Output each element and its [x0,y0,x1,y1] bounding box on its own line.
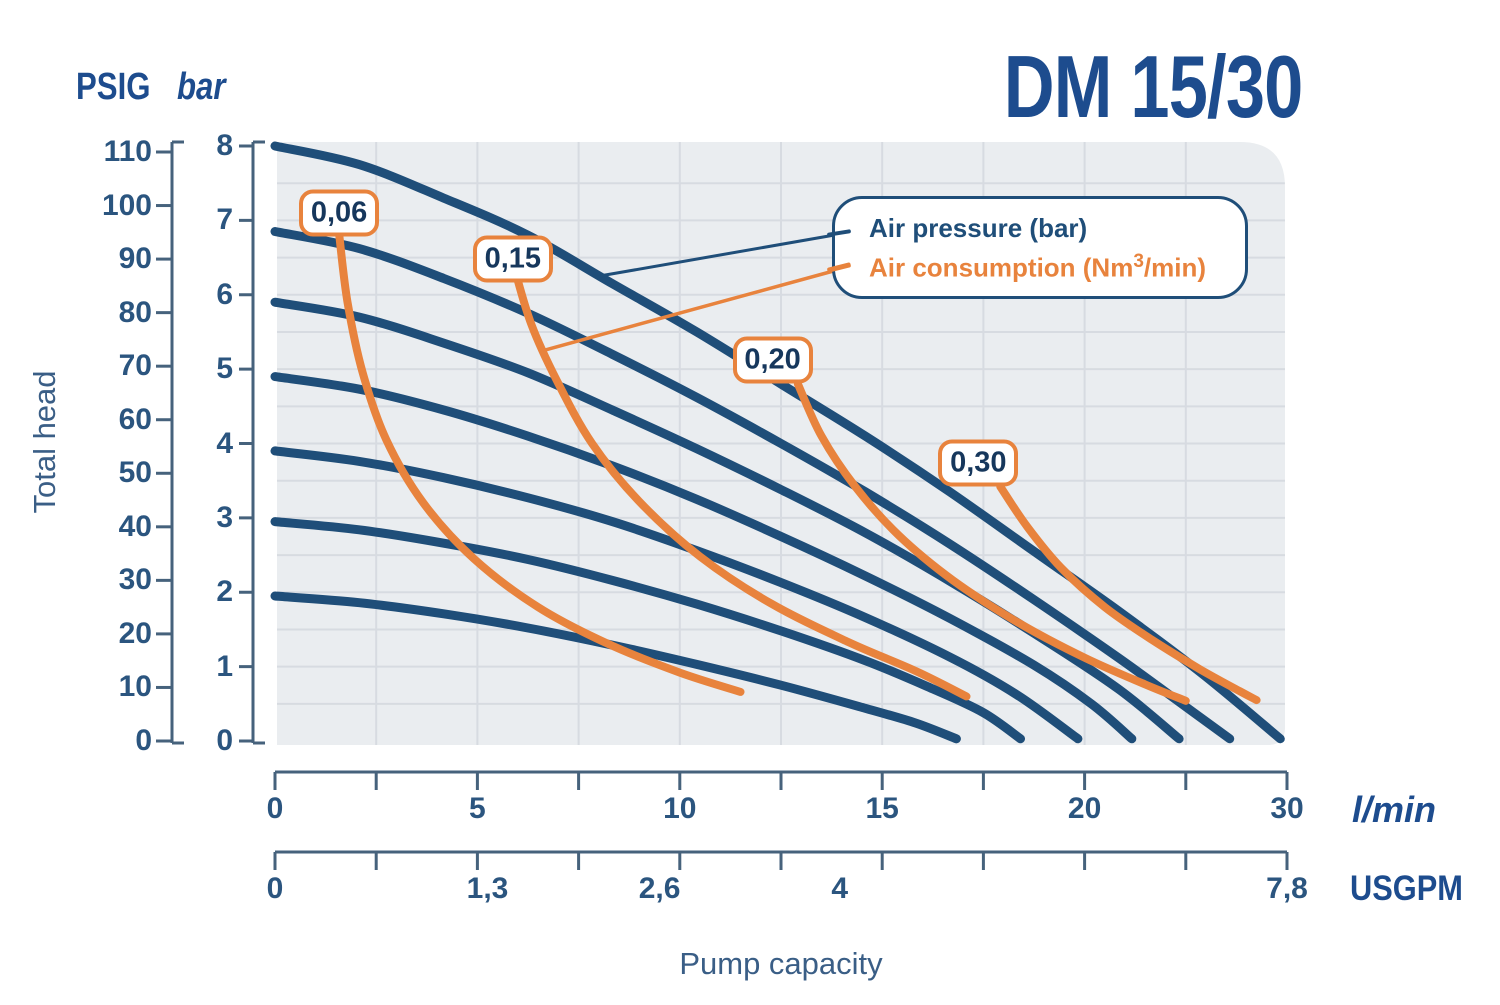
callout-text: 0,20 [744,343,801,376]
air-pressure-curve-2-bar [270,591,961,744]
bar-axis-header: bar [177,66,236,109]
consumption-pointer-line [542,265,849,353]
air-consumption-curve-0-20 [793,380,1190,705]
usgpm-unit-label: USGPM [1350,869,1478,909]
air-consumption-curve-0-15 [510,264,971,701]
psig-header-text: PSIG [76,66,151,108]
usgpm-unit-text: USGPM [1350,869,1463,908]
y-axis-title: Total head [27,370,62,514]
legend: Air pressure (bar) Air consumption (Nm3/… [826,196,1248,299]
air-pressure-curve-8-bar [270,141,1285,744]
bar-header-text: bar [177,66,226,108]
air-pressure-curve-3-bar [270,517,1025,744]
legend-air-pressure-label: Air pressure (bar) [869,212,1088,243]
lmin-unit-label: l/min [1352,789,1437,830]
air-consumption-curve-0-30 [996,482,1261,705]
consumption-label-suffix: /min) [1143,252,1207,283]
callout-text: 0,06 [310,196,368,229]
callout-text: 0,30 [950,446,1007,479]
axes [156,140,1289,870]
y-axis-line [170,140,184,745]
consumption-label-sup: 3 [1133,250,1144,272]
consumption-callout-0-15: 0,15 [472,235,553,283]
consumption-callout-0-20: 0,20 [732,336,813,384]
callout-text: 0,15 [484,242,542,275]
pressure-pointer-line [598,231,847,278]
y-axis-line [251,140,265,745]
psig-axis-header: PSIG [76,66,167,109]
air-pressure-curve-7-bar [270,227,1235,744]
air-pressure-curve-5-bar [270,372,1137,744]
chart-title: DM 15/30 [1004,37,1304,136]
air-consumption-curve-0-06 [335,229,745,696]
consumption-callout-0-06: 0,06 [299,189,380,237]
consumption-callout-0-30: 0,30 [938,439,1019,487]
consumption-label-prefix: Air consumption (Nm [869,252,1134,283]
x-axis-title: Pump capacity [679,946,883,981]
legend-air-consumption-label: Air consumption (Nm3/min) [869,245,1245,285]
